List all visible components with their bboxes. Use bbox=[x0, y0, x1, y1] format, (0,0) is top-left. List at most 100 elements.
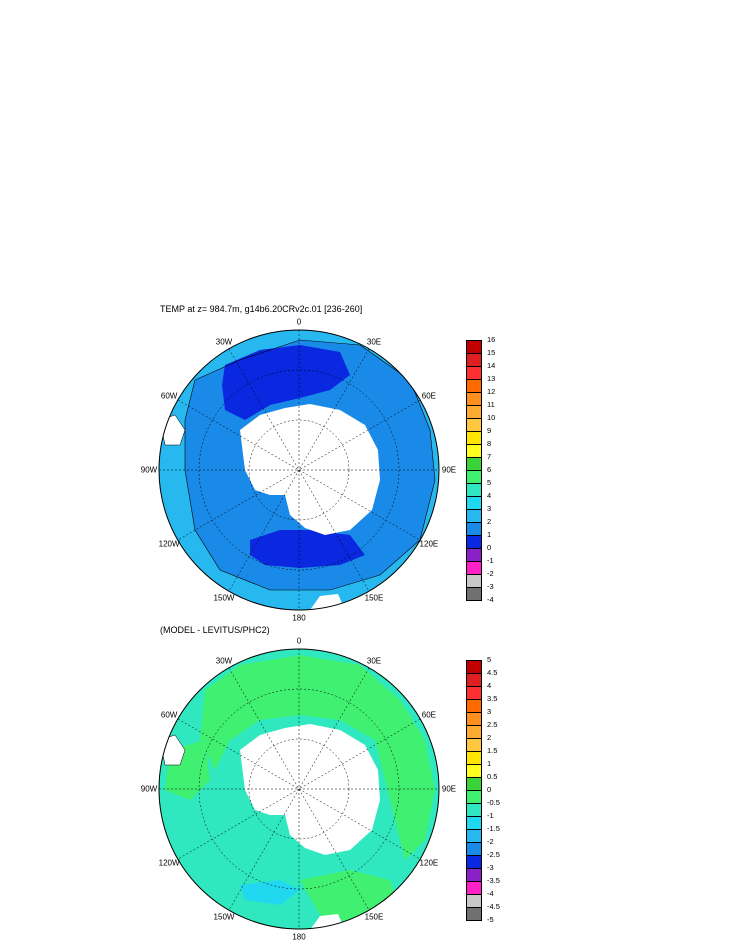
map1-colorbar-tick: 16 bbox=[487, 335, 496, 344]
map2-colorbar-swatch bbox=[466, 803, 482, 817]
map2-colorbar-swatch bbox=[466, 907, 482, 921]
map2-colorbar-swatch bbox=[466, 790, 482, 804]
map1-lon-label: 0 bbox=[296, 317, 302, 327]
map2-colorbar-tick: 3 bbox=[487, 707, 492, 716]
map2-colorbar-tick: 0.5 bbox=[487, 772, 498, 781]
map1-colorbar-tick: 1 bbox=[487, 530, 492, 539]
map2-lon-label: 150E bbox=[364, 912, 384, 922]
map1-colorbar-tick: 0 bbox=[487, 543, 492, 552]
map1-colorbar-swatch bbox=[466, 587, 482, 601]
map2-lon-label: 30W bbox=[215, 656, 233, 666]
map1-border bbox=[158, 329, 440, 611]
map2-colorbar-swatch bbox=[466, 868, 482, 882]
map1-colorbar-tick: -4 bbox=[487, 595, 494, 604]
map1-colorbar-tick: 12 bbox=[487, 387, 496, 396]
map1-colorbar-tick: 14 bbox=[487, 361, 496, 370]
map1-antarctica bbox=[240, 404, 380, 535]
map1-meridians bbox=[159, 330, 439, 610]
map2-colorbar-swatch bbox=[466, 881, 482, 895]
map2-colorbar-tick: -3 bbox=[487, 863, 494, 872]
map2-colorbar-swatch bbox=[466, 894, 482, 908]
map1-lon-label: 150W bbox=[213, 593, 235, 603]
map2-lon-label: 90E bbox=[441, 784, 457, 794]
map2-lon-label: 180 bbox=[292, 932, 306, 942]
map2-colorbar-tick: 5 bbox=[487, 655, 492, 664]
map1-lon-label: 60W bbox=[160, 391, 178, 401]
map1-lon-label: 30W bbox=[215, 337, 233, 347]
map2-colorbar-tick: 2.5 bbox=[487, 720, 498, 729]
map1-title: TEMP at z= 984.7m, g14b6.20CRv2c.01 [236… bbox=[160, 304, 363, 314]
map1-lon-label: 120E bbox=[419, 539, 439, 549]
map1-lon-label: 90E bbox=[441, 465, 457, 475]
map2-colorbar-swatch bbox=[466, 712, 482, 726]
map2-colorbar-swatch bbox=[466, 855, 482, 869]
map2-colorbar-tick: -2.5 bbox=[487, 850, 500, 859]
map1-colorbar-tick: 6 bbox=[487, 465, 492, 474]
map2-border bbox=[158, 648, 440, 930]
map1-lon-label: 120W bbox=[158, 539, 180, 549]
map2-region-positive-north bbox=[200, 655, 435, 860]
map1-colorbar-tick: 7 bbox=[487, 452, 492, 461]
map1-colorbar-tick: -2 bbox=[487, 569, 494, 578]
map1-region-cold-south bbox=[250, 530, 365, 568]
map1-colorbar-tick: 3 bbox=[487, 504, 492, 513]
map2-colorbar-swatch bbox=[466, 699, 482, 713]
map1-lon-label: 180 bbox=[292, 613, 306, 623]
map1-lon-label: 150E bbox=[364, 593, 384, 603]
map2-colorbar-swatch bbox=[466, 777, 482, 791]
map2-colorbar-swatch bbox=[466, 673, 482, 687]
map1-lon-label: 90W bbox=[140, 465, 158, 475]
map1-colorbar-tick: -3 bbox=[487, 582, 494, 591]
map1-colorbar-tick: 4 bbox=[487, 491, 492, 500]
map2-lon-label: 30E bbox=[366, 656, 382, 666]
map1-region-cold-north bbox=[222, 345, 350, 420]
map2-lon-label: 90W bbox=[140, 784, 158, 794]
map1-contour bbox=[184, 339, 436, 591]
map2-colorbar-swatch bbox=[466, 751, 482, 765]
map1-colorbar-tick: 15 bbox=[487, 348, 496, 357]
map2-colorbar-swatch bbox=[466, 738, 482, 752]
map2-colorbar-swatch bbox=[466, 842, 482, 856]
map2-colorbar-tick: -1 bbox=[487, 811, 494, 820]
map2-lon-label: 120W bbox=[158, 858, 180, 868]
map2-colorbar-swatch bbox=[466, 764, 482, 778]
map1-colorbar-tick: 13 bbox=[487, 374, 496, 383]
map1-lon-label: 60E bbox=[421, 391, 437, 401]
map2-colorbar-tick: -1.5 bbox=[487, 824, 500, 833]
map2-colorbar-swatch bbox=[466, 816, 482, 830]
map2-lon-label: 150W bbox=[213, 912, 235, 922]
map2-colorbar-tick: -0.5 bbox=[487, 798, 500, 807]
map2-lon-label: 0 bbox=[296, 636, 302, 646]
map1-colorbar-tick: -1 bbox=[487, 556, 494, 565]
map2-colorbar-tick: 1 bbox=[487, 759, 492, 768]
map2-antarctica bbox=[240, 724, 380, 855]
map1-colorbar-tick: 2 bbox=[487, 517, 492, 526]
map1-colorbar-tick: 5 bbox=[487, 478, 492, 487]
map2-colorbar-swatch bbox=[466, 829, 482, 843]
map2-colorbar-tick: 4 bbox=[487, 681, 492, 690]
map2-colorbar-tick: -4.5 bbox=[487, 902, 500, 911]
map2-colorbar-tick: 1.5 bbox=[487, 746, 498, 755]
map2-colorbar-tick: 0 bbox=[487, 785, 492, 794]
map1-colorbar-tick: 11 bbox=[487, 400, 495, 409]
map2-colorbar-tick: -3.5 bbox=[487, 876, 500, 885]
map2-colorbar-tick: -5 bbox=[487, 915, 494, 924]
map2-colorbar-tick: 2 bbox=[487, 733, 492, 742]
map2-title: (MODEL - LEVITUS/PHC2) bbox=[160, 625, 270, 635]
map1-lon-label: 30E bbox=[366, 337, 382, 347]
map2-colorbar-tick: 4.5 bbox=[487, 668, 498, 677]
map2-lon-label: 60E bbox=[421, 710, 437, 720]
map1-colorbar-tick: 8 bbox=[487, 439, 492, 448]
map2-colorbar-swatch bbox=[466, 686, 482, 700]
map2-colorbar-tick: -2 bbox=[487, 837, 494, 846]
map1-colorbar-tick: 10 bbox=[487, 413, 496, 422]
map1-colorbar-tick: 9 bbox=[487, 426, 492, 435]
map2-region-cool-south bbox=[240, 880, 300, 905]
map2-meridians bbox=[159, 649, 439, 929]
map2-colorbar-tick: -4 bbox=[487, 889, 494, 898]
map2-colorbar-swatch bbox=[466, 725, 482, 739]
map2-colorbar-swatch bbox=[466, 660, 482, 674]
map2-lon-label: 120E bbox=[419, 858, 439, 868]
